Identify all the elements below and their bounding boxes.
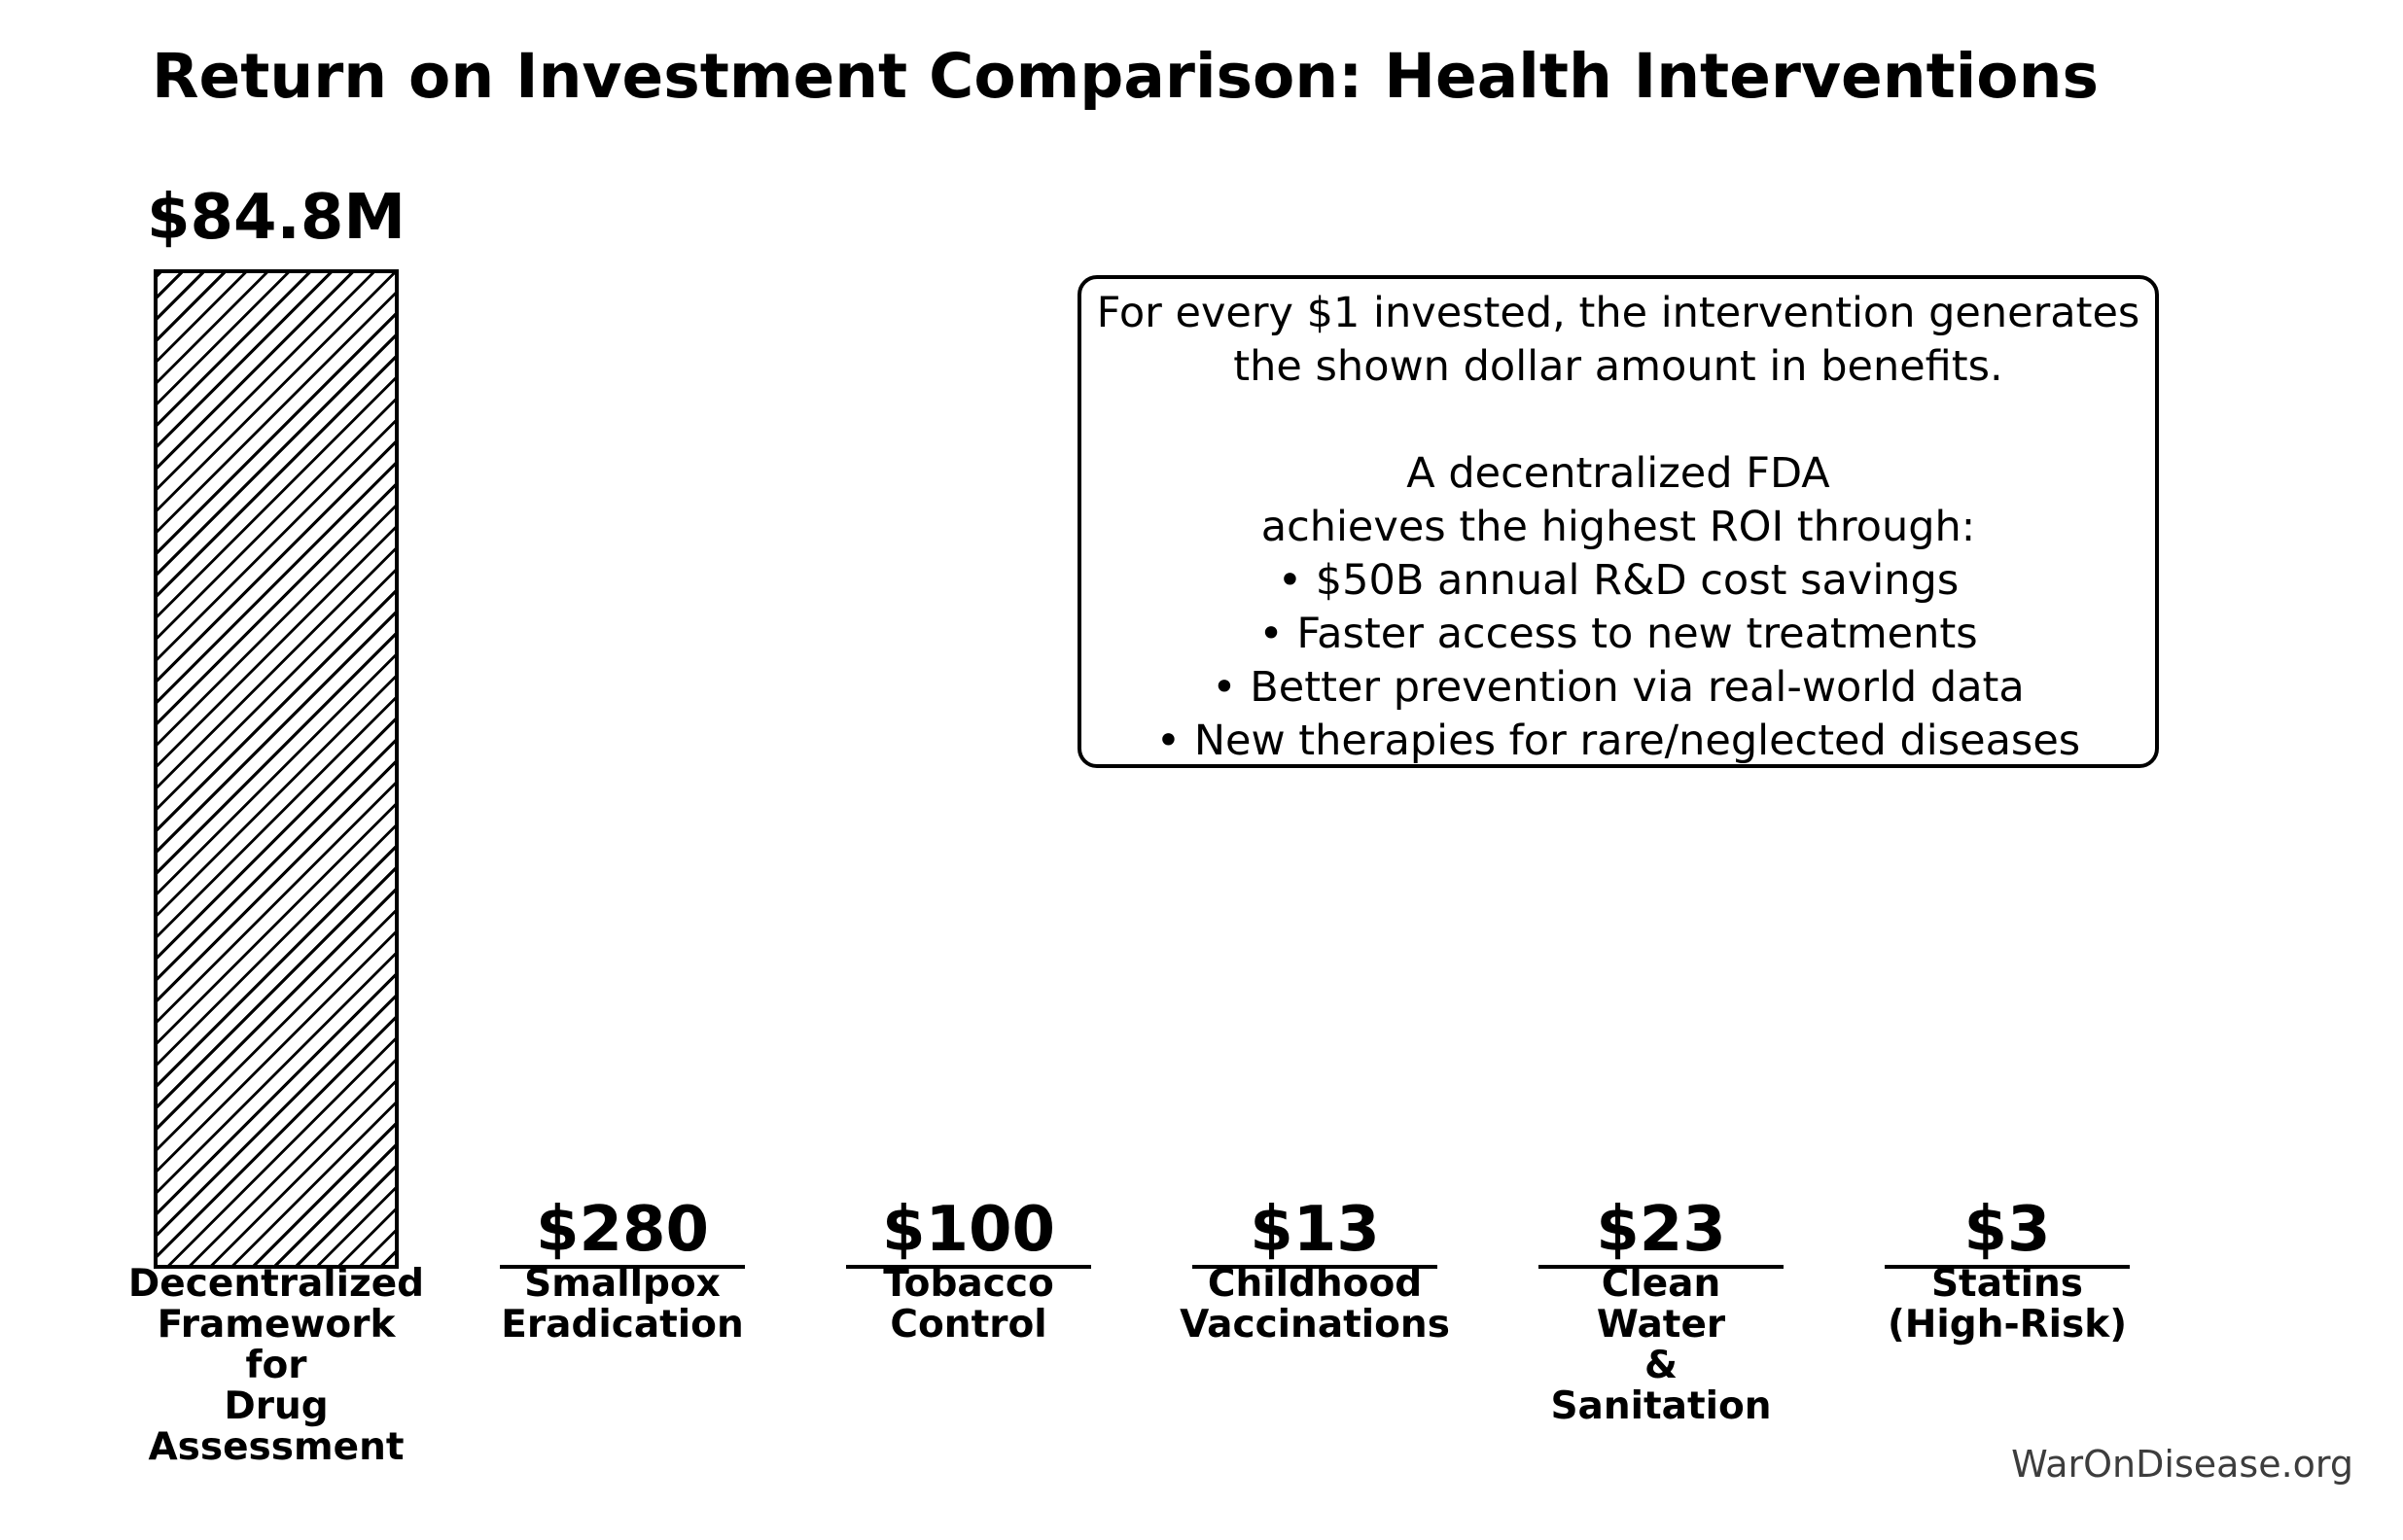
- category-label: Childhood Vaccinations: [1180, 1262, 1450, 1347]
- value-label: $23: [1596, 1194, 1726, 1266]
- value-label: $3: [1963, 1194, 2051, 1266]
- bar-decentralized-framework: [154, 269, 399, 1269]
- category-label: Tobacco Control: [883, 1262, 1054, 1347]
- value-label: $84.8M: [146, 182, 406, 254]
- bar-statins-high-risk: [1885, 1265, 2130, 1269]
- value-label: $280: [535, 1194, 710, 1266]
- category-label: Decentralized Framework for Drug Assessm…: [127, 1262, 425, 1469]
- value-label: $13: [1250, 1194, 1380, 1266]
- annotation-box: For every $1 invested, the intervention …: [1078, 275, 2159, 768]
- annotation-text: For every $1 invested, the intervention …: [1096, 289, 2140, 765]
- category-label: Clean Water & Sanitation: [1550, 1262, 1772, 1428]
- bar-tobacco-control: [846, 1265, 1091, 1269]
- category-label: Statins (High-Risk): [1887, 1262, 2128, 1347]
- category-label: Smallpox Eradication: [501, 1262, 744, 1347]
- watermark: WarOnDisease.org: [2011, 1443, 2353, 1486]
- value-label: $100: [881, 1194, 1056, 1266]
- page-title: Return on Investment Comparison: Health …: [152, 41, 2099, 112]
- bar-clean-water-sanitation: [1538, 1265, 1784, 1269]
- bar-childhood-vaccinations: [1192, 1265, 1437, 1269]
- bar-smallpox-eradication: [500, 1265, 745, 1269]
